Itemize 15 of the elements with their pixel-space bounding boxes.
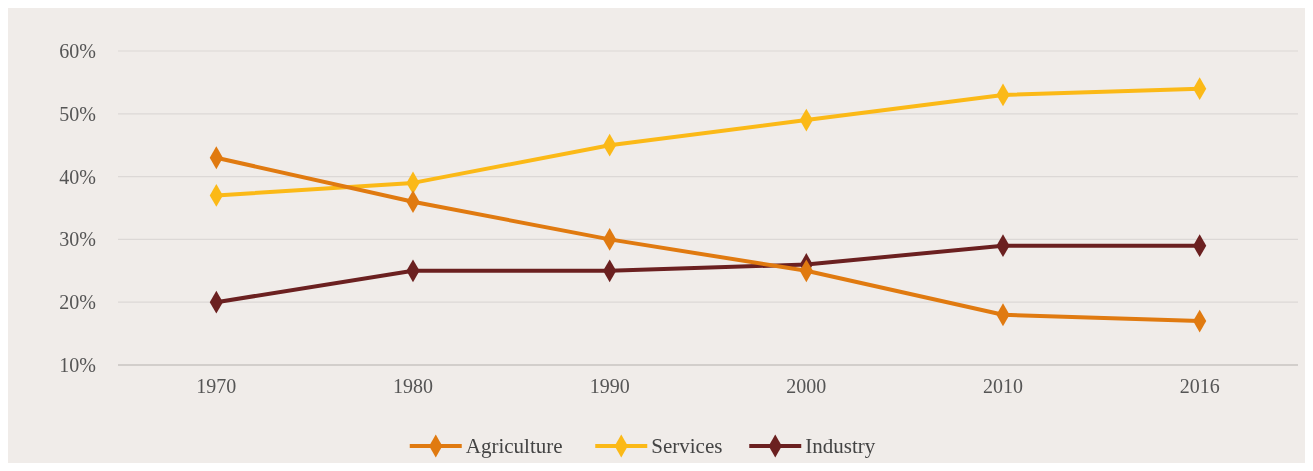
legend-label: Agriculture [465,434,563,459]
y-tick-label: 50% [59,102,96,125]
y-tick-label: 40% [59,165,96,188]
y-tick-label: 20% [59,291,96,314]
x-tick-label: 1990 [589,375,630,397]
x-tick-label: 1970 [196,375,237,397]
x-tick-label: 2016 [1179,375,1220,397]
legend-label: Industry [805,434,876,459]
y-tick-label: 30% [59,228,96,251]
x-tick-label: 2000 [786,375,827,397]
legend-label: Services [651,434,723,459]
y-tick-label: 10% [59,354,96,376]
y-tick-label: 60% [59,40,96,62]
x-tick-label: 1980 [393,375,433,397]
x-tick-label: 2010 [983,375,1023,397]
